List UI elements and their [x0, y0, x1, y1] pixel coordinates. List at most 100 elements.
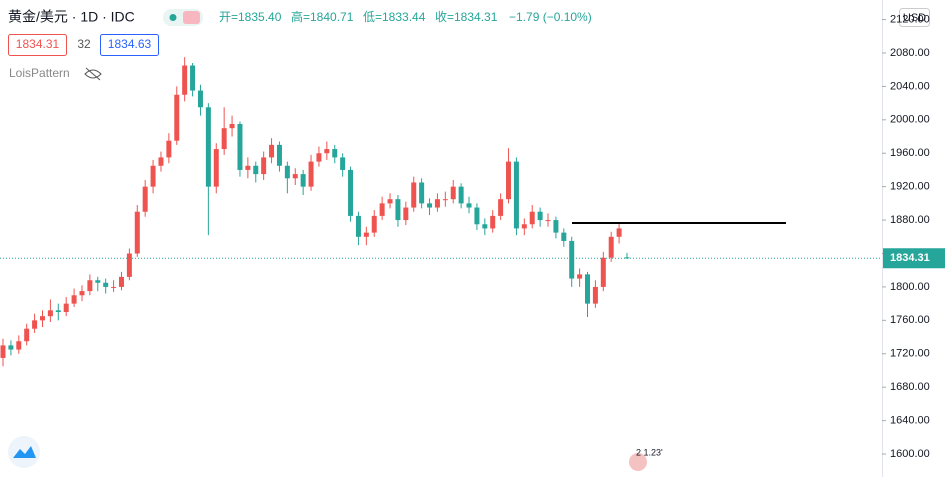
- candle-body: [363, 232, 369, 237]
- candle-body: [87, 280, 93, 292]
- buy-button[interactable]: [100, 34, 159, 56]
- candle-body: [403, 207, 409, 221]
- candle-body: [498, 199, 504, 216]
- candle-body: [521, 224, 527, 229]
- ohlc-change: −1.79 (−0.10%): [509, 10, 592, 24]
- candle-body: [245, 165, 251, 170]
- y-tick-label: 2000.00: [890, 114, 930, 126]
- candle-body: [8, 345, 14, 350]
- candle-body: [324, 149, 330, 154]
- logo-bg: [8, 436, 40, 468]
- candle-body: [482, 224, 488, 229]
- candle-body: [348, 169, 354, 216]
- buy-price[interactable]: 1834.63: [108, 37, 152, 51]
- logo: [13, 446, 36, 458]
- candle-body: [150, 165, 156, 187]
- candle-body: [276, 144, 282, 166]
- sell-button[interactable]: [8, 34, 67, 56]
- candle-body: [95, 280, 101, 283]
- y-tick-label: 1760.00: [890, 314, 930, 326]
- candle-body: [103, 282, 109, 287]
- symbol: 黄金/美元 · 1D · IDC: [8, 9, 135, 25]
- candle-body: [355, 215, 361, 237]
- candle-body: [592, 286, 598, 304]
- candle-body: [458, 186, 464, 204]
- indicator-name: LoisPattern: [9, 66, 70, 80]
- y-tick-label: 2040.00: [890, 80, 930, 92]
- last-price-box: [883, 248, 945, 269]
- candle-body: [213, 149, 219, 187]
- ohlc-open: 开=1835.40: [219, 10, 282, 24]
- hide-icon[interactable]: [84, 67, 102, 81]
- candle-body: [197, 90, 203, 108]
- candle-body: [142, 186, 148, 212]
- ohlc-low: 低=1833.44: [363, 10, 426, 24]
- candle-body: [513, 161, 519, 229]
- y-tick-label: 1880.00: [890, 214, 930, 226]
- y-tick-label: 1960.00: [890, 147, 930, 159]
- candle-body: [616, 228, 622, 237]
- candle-body: [39, 316, 45, 321]
- candle-body: [371, 215, 377, 233]
- currency-box[interactable]: [899, 8, 930, 27]
- candle-body: [545, 220, 551, 222]
- candle-body: [292, 174, 298, 179]
- candle-body: [608, 236, 614, 258]
- candle-body: [387, 199, 393, 204]
- last-price-label: 1834.31: [890, 252, 930, 264]
- candle-body: [427, 203, 433, 208]
- candle-body: [126, 253, 132, 277]
- y-tick-label: 1800.00: [890, 281, 930, 293]
- candle-body: [600, 257, 606, 287]
- candle-body: [506, 161, 512, 200]
- candle-body: [221, 128, 227, 150]
- candle-body: [300, 174, 306, 187]
- candle-body: [569, 240, 575, 279]
- y-tick-label: 1920.00: [890, 181, 930, 193]
- sell-price[interactable]: 1834.31: [16, 37, 60, 51]
- candle-body: [585, 274, 591, 304]
- ohlc-high: 高=1840.71: [291, 9, 354, 24]
- candle-body: [24, 328, 30, 342]
- event-icon[interactable]: [629, 453, 647, 471]
- candle-body: [284, 165, 290, 179]
- candle-body: [553, 220, 559, 233]
- status-dot: [169, 14, 177, 21]
- y-tick-label: 1600.00: [890, 448, 930, 460]
- candle-body: [577, 274, 583, 279]
- candle-body: [55, 310, 61, 312]
- candle-body: [182, 65, 188, 95]
- candle-body: [269, 144, 275, 158]
- candle-body: [434, 199, 440, 208]
- ohlc-close: 收=1834.31: [435, 10, 498, 24]
- candle-body: [316, 153, 322, 162]
- badge: [183, 11, 200, 24]
- candle-body: [205, 107, 211, 187]
- candle-body: [529, 211, 535, 225]
- candle-body: [466, 203, 472, 208]
- candle-body: [166, 140, 172, 158]
- candle-body: [261, 157, 267, 175]
- y-tick-label: 1720.00: [890, 348, 930, 360]
- candle-body: [229, 123, 235, 129]
- candle-body: [134, 211, 140, 254]
- candle-body: [0, 345, 6, 358]
- candle-body: [118, 276, 124, 287]
- candle-body: [253, 165, 259, 175]
- candle-body: [47, 310, 53, 317]
- y-tick-label: 1640.00: [890, 415, 930, 427]
- y-tick-label: 2120.00: [890, 13, 930, 25]
- candle-body: [340, 157, 346, 170]
- currency[interactable]: USD: [903, 12, 926, 24]
- plot: [0, 57, 630, 367]
- event-badge: 2 1.23': [636, 447, 663, 457]
- candle-body: [158, 157, 164, 166]
- candle-body: [71, 295, 77, 304]
- y-tick-label: 2080.00: [890, 47, 930, 59]
- candle-body: [419, 182, 425, 204]
- y-tick-label: 1680.00: [890, 381, 930, 393]
- candle-body: [111, 286, 117, 288]
- candle-body: [490, 215, 496, 229]
- candle-body: [411, 182, 417, 208]
